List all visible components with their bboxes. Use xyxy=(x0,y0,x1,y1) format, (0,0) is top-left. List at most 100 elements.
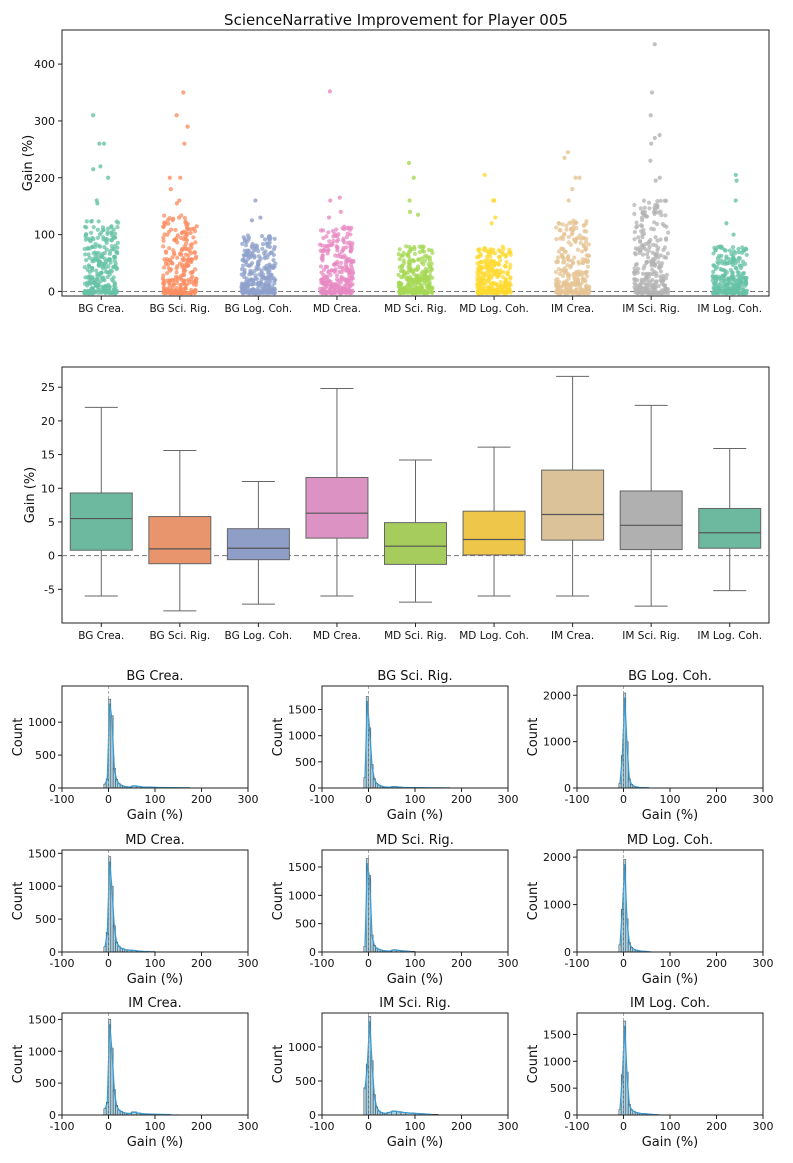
strip-point xyxy=(654,280,659,285)
strip-point xyxy=(269,272,274,277)
strip-point xyxy=(711,269,716,274)
strip-point xyxy=(82,246,87,252)
strip-point xyxy=(562,249,568,254)
strip-point xyxy=(397,290,402,295)
strip-point xyxy=(194,276,199,282)
strip-outlier-point xyxy=(258,215,263,220)
y-axis-label: Gain (%) xyxy=(21,135,36,192)
strip-point xyxy=(161,224,166,229)
strip-point xyxy=(736,250,742,255)
strip-point xyxy=(240,290,245,295)
y-tick-label: 400 xyxy=(34,58,55,71)
strip-point xyxy=(344,277,349,282)
strip-point xyxy=(249,277,254,282)
strip-point xyxy=(397,265,402,270)
strip-point xyxy=(640,252,646,257)
strip-outlier-point xyxy=(97,141,102,146)
strip-point xyxy=(339,249,345,254)
strip-point xyxy=(108,257,113,262)
strip-outlier-point xyxy=(493,215,498,220)
x-tick-label: -100 xyxy=(50,1120,75,1133)
iqr-box xyxy=(384,522,447,565)
strip-point xyxy=(666,230,671,235)
histogram-panel-1: BG Sci. Rig.-100 0 100 200 300050010001500Ga… xyxy=(271,669,519,823)
strip-point xyxy=(406,270,411,275)
strip-point xyxy=(396,272,401,278)
strip-point xyxy=(646,200,652,205)
strip-point xyxy=(256,262,261,267)
strip-point xyxy=(161,235,166,240)
histogram-title: BG Sci. Rig. xyxy=(377,669,452,684)
strip-point xyxy=(167,246,172,251)
strip-point xyxy=(492,262,497,267)
figure-title: ScienceNarrative Improvement for Player … xyxy=(224,11,568,29)
strip-point xyxy=(406,254,411,259)
strip-point xyxy=(566,274,571,279)
strip-point xyxy=(248,262,253,268)
strip-point xyxy=(337,264,342,270)
strip-5 xyxy=(474,172,514,296)
strip-point xyxy=(711,263,716,268)
strip-point xyxy=(651,209,657,215)
strip-point xyxy=(489,272,494,277)
strip-point xyxy=(585,264,591,269)
strip-point xyxy=(483,278,488,283)
strip-point xyxy=(181,290,186,296)
strip-point xyxy=(245,250,250,255)
x-tick-label: BG Sci. Rig. xyxy=(149,303,210,315)
strip-point xyxy=(428,285,433,291)
strip-point xyxy=(652,220,657,225)
strip-point xyxy=(171,282,177,287)
strip-point xyxy=(743,280,748,285)
y-tick-label: 0 xyxy=(309,782,316,795)
strip-point xyxy=(349,259,354,264)
y-tick-label: 0 xyxy=(49,1109,56,1122)
strip-outlier-point xyxy=(657,133,662,138)
strip-outlier-point xyxy=(492,198,497,203)
strip-point xyxy=(109,238,115,243)
y-tick-label: 1500 xyxy=(288,861,316,874)
strip-point xyxy=(498,280,503,285)
iqr-box xyxy=(541,469,605,541)
strip-point xyxy=(568,265,573,270)
y-tick-label: 0 xyxy=(564,782,571,795)
strip-point xyxy=(189,287,194,293)
strip-point xyxy=(105,226,111,231)
strip-point xyxy=(584,229,589,234)
strip-point xyxy=(266,252,271,257)
strip-point xyxy=(648,279,653,284)
strip-point xyxy=(658,237,663,242)
strip-point xyxy=(724,254,729,259)
strip-point xyxy=(508,250,513,255)
strip-point xyxy=(332,231,337,236)
strip-point xyxy=(508,276,513,281)
strip-point xyxy=(349,225,354,230)
strip-point xyxy=(82,281,88,286)
strip-point xyxy=(564,223,569,228)
strip-point xyxy=(426,247,431,253)
strip-point xyxy=(634,261,640,267)
strip-point xyxy=(82,265,87,270)
x-tick-label: 200 xyxy=(191,957,212,970)
x-axis-label: Gain (%) xyxy=(127,1135,184,1150)
strip-point xyxy=(577,272,582,277)
strip-point xyxy=(476,272,481,277)
strip-point xyxy=(264,241,269,246)
x-tick-label: MD Crea. xyxy=(313,303,361,315)
strip-point xyxy=(641,266,646,271)
strip-outlier-point xyxy=(181,90,186,95)
strip-point xyxy=(407,249,413,254)
strip-point xyxy=(170,261,175,266)
strip-point xyxy=(90,286,96,291)
x-axis-label: Gain (%) xyxy=(387,972,444,987)
strip-point xyxy=(581,223,586,228)
strip-point xyxy=(493,269,498,274)
strip-2 xyxy=(239,198,278,296)
strip-point xyxy=(181,280,186,286)
strip-point xyxy=(565,263,570,268)
strip-point xyxy=(663,213,668,218)
strip-point xyxy=(239,281,245,286)
strip-point xyxy=(267,237,273,242)
strip-point xyxy=(423,270,429,275)
strip-point xyxy=(115,240,120,246)
